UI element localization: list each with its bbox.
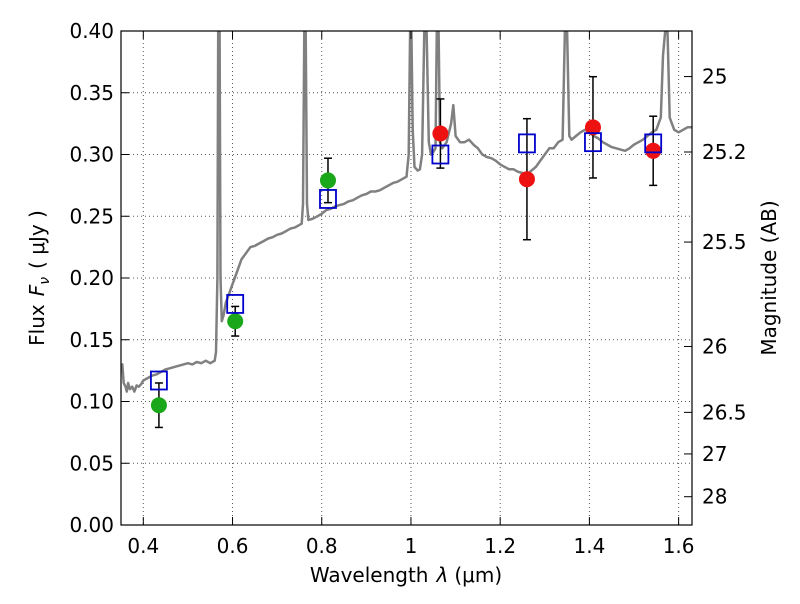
model-square: [584, 132, 602, 153]
y2-axis-title: Magnitude (AB): [757, 200, 781, 355]
x-axis-title: Wavelength λ (μm): [310, 563, 502, 587]
model-square: [644, 133, 663, 154]
spectrum-line: [121, 31, 692, 393]
model-square: [518, 133, 536, 154]
y-tick-label: 0.40: [69, 19, 114, 43]
y2-tick-label: 26: [702, 334, 727, 358]
y2-tick-label: 25: [702, 65, 727, 89]
green-data-point: [319, 172, 336, 189]
y-tick-label: 0.05: [69, 451, 114, 475]
photometry-points: [150, 119, 662, 414]
green-data-point: [150, 397, 167, 414]
model-spectrum: [121, 31, 692, 393]
green-data-point: [227, 313, 244, 330]
x-axis-ticks: 0.4 0.6 0.8 1 1.2 1.4 1.6: [127, 31, 695, 558]
x-tick-label: 1.6: [663, 534, 695, 558]
x-tick-label: 1.4: [573, 534, 605, 558]
red-data-point: [584, 119, 601, 136]
y-tick-label: 0.20: [69, 266, 114, 290]
y-tick-label: 0.30: [69, 143, 114, 167]
y2-tick-label: 26.5: [702, 400, 747, 424]
model-square: [319, 189, 337, 209]
model-square: [431, 144, 450, 165]
y2-tick-label: 28: [702, 485, 727, 509]
x-tick-label: 1: [405, 534, 418, 558]
y-tick-label: 0.15: [69, 328, 114, 352]
y2-tick-label: 25.2: [702, 140, 747, 164]
red-data-point: [432, 125, 449, 142]
x-tick-label: 0.8: [306, 534, 338, 558]
y-tick-label: 0.00: [69, 513, 114, 537]
y2-axis-ticks: 25 25.2 25.5 26 26.5 27 28: [684, 65, 747, 509]
model-square: [150, 370, 168, 391]
y-tick-label: 0.35: [69, 81, 114, 105]
x-tick-label: 0.4: [127, 534, 159, 558]
x-tick-label: 0.6: [217, 534, 249, 558]
y-tick-label: 0.10: [69, 390, 114, 414]
model-photometry-squares: [150, 132, 663, 391]
y2-tick-label: 25.5: [702, 230, 747, 254]
y-tick-label: 0.25: [69, 204, 114, 228]
y-axis-title: FluxFν( μJy ): [25, 210, 53, 346]
model-square: [226, 294, 245, 314]
red-data-point: [645, 142, 662, 159]
red-data-point: [518, 171, 535, 188]
y-axis-ticks: 0.00 0.05 0.10 0.15 0.20 0.25 0.30 0.35 0.40: [69, 19, 129, 537]
y2-tick-label: 27: [702, 442, 727, 466]
x-tick-label: 1.2: [484, 534, 516, 558]
